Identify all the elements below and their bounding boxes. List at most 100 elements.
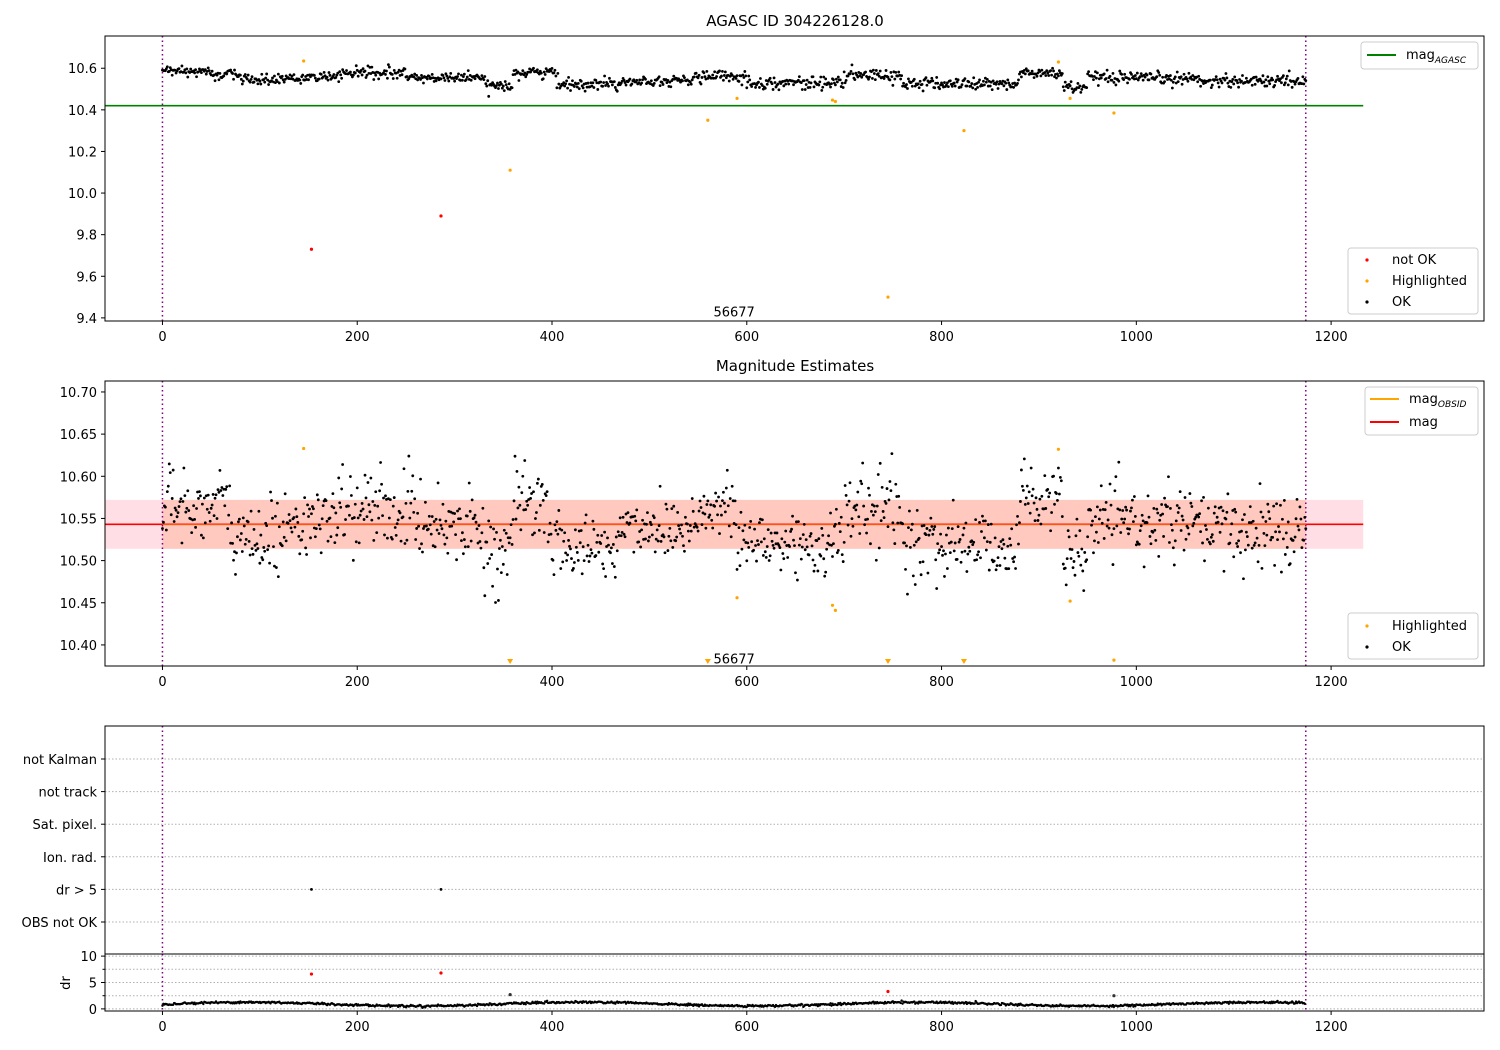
ok-point	[400, 73, 404, 77]
legend-label-sub: OBSID	[1438, 400, 1467, 410]
ok-point	[1214, 75, 1218, 79]
ok-point	[271, 76, 274, 80]
ok-point	[516, 70, 520, 74]
ok-point	[445, 536, 449, 540]
ok-point	[1019, 500, 1022, 503]
dr-point	[836, 1003, 839, 1007]
ok-point	[265, 72, 269, 76]
ok-point	[309, 536, 312, 540]
ok-point	[355, 486, 359, 490]
ok-point	[745, 86, 749, 90]
ok-point	[565, 559, 569, 562]
ok-point	[483, 594, 487, 598]
ok-point	[917, 536, 921, 540]
ok-point	[950, 84, 954, 88]
flag-point	[310, 888, 313, 891]
ok-point	[1273, 84, 1277, 87]
ok-point	[845, 503, 849, 507]
ok-point	[295, 515, 299, 518]
category-label: OBS not OK	[22, 916, 98, 931]
ok-point	[1106, 518, 1110, 522]
ok-point	[333, 541, 337, 545]
ok-point	[1173, 539, 1177, 543]
ok-point	[911, 574, 915, 578]
ok-point	[1029, 72, 1033, 76]
ok-point	[252, 80, 256, 84]
ok-point	[298, 552, 302, 556]
ok-point	[652, 516, 656, 520]
ok-point	[1037, 513, 1041, 517]
ok-point	[648, 520, 652, 524]
ok-point	[552, 573, 556, 577]
ok-point	[804, 83, 808, 86]
ok-point	[1203, 559, 1206, 563]
ok-point	[1178, 490, 1182, 494]
ok-point	[649, 523, 653, 526]
ok-point	[868, 75, 871, 79]
ok-point	[514, 517, 518, 521]
ok-point	[961, 533, 965, 537]
ok-point	[829, 511, 832, 515]
ok-point	[1133, 514, 1137, 518]
ok-point	[653, 550, 657, 554]
ok-point	[544, 67, 548, 70]
ok-point	[569, 89, 572, 92]
ok-point	[844, 79, 848, 82]
ok-point	[365, 73, 369, 77]
dr-point	[964, 1000, 968, 1004]
ok-point	[705, 69, 709, 73]
ok-point	[336, 526, 340, 530]
dr-point	[901, 1002, 904, 1005]
ok-point	[1034, 496, 1038, 500]
legend-label-highlighted: Highlighted	[1392, 274, 1467, 289]
dr-outlier-point	[1112, 994, 1116, 998]
ok-point	[439, 77, 443, 81]
ok-point	[524, 508, 528, 511]
ok-point	[1059, 479, 1063, 483]
ok-point	[572, 567, 575, 570]
ok-point	[497, 87, 500, 90]
ok-point	[836, 548, 840, 552]
ok-point	[1268, 82, 1272, 86]
ok-point	[1063, 80, 1067, 84]
ok-point	[1142, 565, 1146, 569]
ok-point	[782, 84, 786, 88]
dr-not-ok-point	[886, 989, 890, 994]
ok-point	[1123, 72, 1127, 76]
ok-point	[1294, 517, 1298, 521]
ok-point	[455, 77, 458, 81]
ok-point	[510, 86, 514, 90]
ok-point	[904, 85, 907, 89]
points	[161, 971, 1307, 1010]
ok-point	[683, 76, 686, 80]
ok-point	[689, 529, 693, 533]
ok-point	[816, 569, 820, 573]
ok-point	[1133, 74, 1137, 77]
ok-point	[434, 517, 438, 521]
ok-point	[339, 505, 343, 509]
ok-point	[928, 529, 932, 532]
ok-point	[1155, 507, 1159, 511]
ok-point	[364, 76, 368, 79]
ok-point	[227, 513, 231, 517]
ok-point	[186, 489, 190, 493]
ok-point	[371, 500, 375, 503]
ok-point	[684, 515, 687, 519]
ok-point	[810, 544, 814, 548]
ok-point	[170, 73, 174, 77]
ok-point	[1029, 466, 1033, 470]
ok-point	[965, 84, 969, 88]
ok-point	[461, 75, 465, 79]
ok-point	[458, 507, 461, 511]
ok-point	[351, 73, 355, 77]
ok-point	[210, 503, 214, 507]
ok-point	[384, 73, 387, 76]
ok-point	[194, 525, 197, 529]
ok-point	[563, 531, 567, 535]
ok-point	[699, 506, 703, 509]
ok-point	[887, 498, 891, 502]
ok-point	[270, 499, 273, 502]
ok-point	[876, 473, 880, 476]
ok-point	[390, 72, 394, 76]
